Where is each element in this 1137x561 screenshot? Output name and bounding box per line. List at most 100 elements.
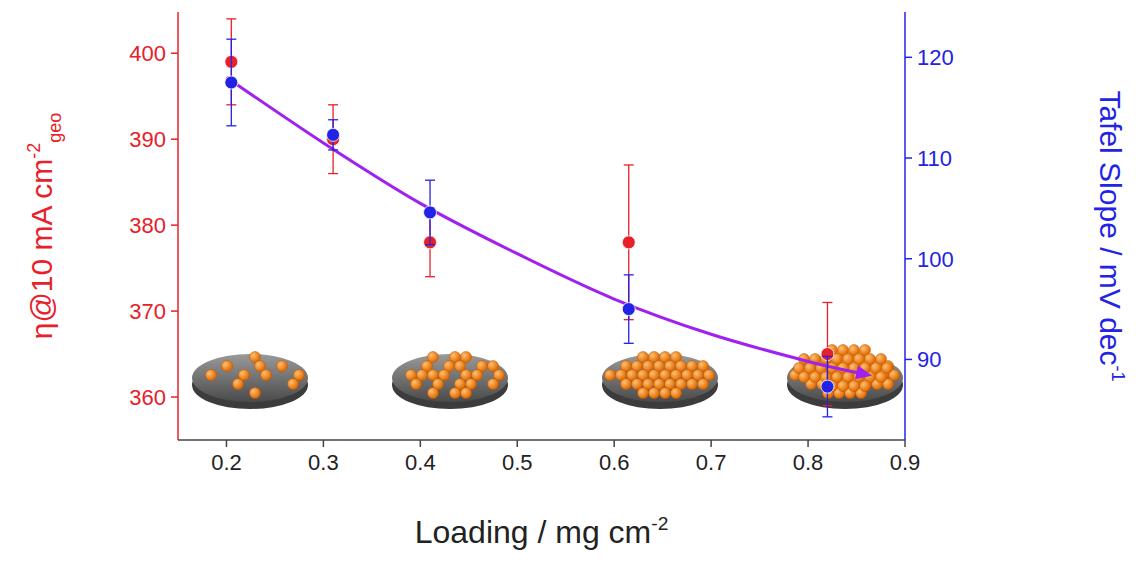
y2-tick-label: 110 (917, 146, 952, 171)
axis-title-sup: -1 (1108, 366, 1128, 382)
point (327, 128, 340, 141)
disc-top (602, 354, 718, 402)
fit-arrowhead (855, 366, 872, 380)
loading-illustration (192, 352, 308, 410)
error-bar-cap (226, 125, 236, 126)
y-tick-label: 370 (129, 299, 166, 324)
error-bar-cap (822, 302, 832, 303)
particle (687, 379, 698, 390)
particle (698, 379, 709, 390)
x-axis-title: Loading / mg cm-2 (415, 513, 669, 550)
x-tick-label: 0.7 (696, 450, 727, 475)
point (424, 206, 437, 219)
point (821, 380, 834, 393)
illustrations (192, 345, 903, 410)
y2-tick (905, 57, 912, 59)
y-axis (177, 12, 179, 440)
axis-title-text: Loading / mg cm (415, 514, 652, 550)
x-tick-label: 0.3 (308, 450, 339, 475)
particle (206, 370, 217, 381)
y2-tick (905, 157, 912, 159)
error-bar-cap (328, 149, 338, 150)
x-tick (904, 440, 906, 447)
axis-title-sup: -2 (24, 143, 44, 159)
x-tick (420, 440, 422, 447)
particle (233, 379, 244, 390)
point (622, 303, 635, 316)
error-bar-cap (328, 104, 338, 105)
fit-line (226, 77, 866, 374)
y2-tick-label: 120 (917, 45, 954, 70)
axis-title-sup: -2 (651, 513, 668, 534)
error-bar-cap (822, 356, 832, 357)
plot-area (225, 19, 872, 417)
error-bar-cap (226, 39, 236, 40)
particle (277, 361, 288, 372)
axis-title-text: η@10 mA cm (25, 159, 58, 340)
y-tick (171, 396, 178, 398)
disc-top (392, 354, 508, 402)
particle (428, 388, 439, 399)
loading-illustration (392, 352, 508, 410)
error-bar-cap (425, 244, 435, 245)
particle (250, 388, 261, 399)
x-tick (710, 440, 712, 447)
particle (810, 372, 821, 383)
x-tick-label: 0.9 (890, 450, 921, 475)
y2-tick-label: 100 (917, 247, 954, 272)
loading-illustration (787, 345, 903, 410)
x-tick-label: 0.6 (599, 450, 630, 475)
particle (799, 372, 810, 383)
y2-tick-label: 90 (917, 347, 941, 372)
y-tick-label: 380 (129, 213, 166, 238)
x-tick (613, 440, 615, 447)
y-tick-label: 360 (129, 385, 166, 410)
particle (605, 370, 616, 381)
point (225, 76, 238, 89)
particle (849, 381, 860, 392)
error-bar-cap (226, 18, 236, 19)
axis-title-sub: geo (45, 113, 65, 143)
loading-illustration (602, 352, 718, 410)
particle (488, 379, 499, 390)
axis-title-text: Tafel Slope / mV dec (1094, 90, 1127, 365)
error-bar-cap (624, 274, 634, 275)
y-tick (171, 310, 178, 312)
particle (621, 379, 632, 390)
y-axis-title: η@10 mA cm-2geo (24, 113, 65, 340)
particle (660, 388, 671, 399)
y2-axis (904, 12, 906, 440)
error-bar-cap (624, 343, 634, 344)
particle (671, 388, 682, 399)
error-bar-cap (624, 164, 634, 165)
disc-top (192, 354, 308, 402)
y-tick (171, 138, 178, 140)
particle (638, 388, 649, 399)
chart: 0.2 0.3 0.4 0.5 0.6 0.7 0.8 0.9 360 370 380 390 400 9… (0, 0, 1137, 561)
error-bar-cap (328, 119, 338, 120)
x-tick (226, 440, 228, 447)
error-bar-cap (425, 276, 435, 277)
error-bar-cap (328, 173, 338, 174)
particle (838, 381, 849, 392)
y2-tick (905, 359, 912, 361)
error-bar-cap (822, 416, 832, 417)
x-tick-label: 0.4 (405, 450, 436, 475)
particle (860, 381, 871, 392)
y-tick-label: 390 (129, 127, 166, 152)
x-axis (178, 439, 905, 441)
y-tick (171, 224, 178, 226)
x-tick-label: 0.5 (502, 450, 533, 475)
particle (876, 372, 887, 383)
x-tick-label: 0.8 (793, 450, 824, 475)
x-tick (323, 440, 325, 447)
y-tick-label: 400 (129, 41, 166, 66)
x-tick-label: 0.2 (211, 450, 242, 475)
particle (450, 388, 461, 399)
particle (461, 388, 472, 399)
y2-axis-title: Tafel Slope / mV dec-1 (1094, 90, 1128, 381)
particle (261, 370, 272, 381)
y2-tick (905, 258, 912, 260)
particle (222, 361, 233, 372)
x-tick (517, 440, 519, 447)
